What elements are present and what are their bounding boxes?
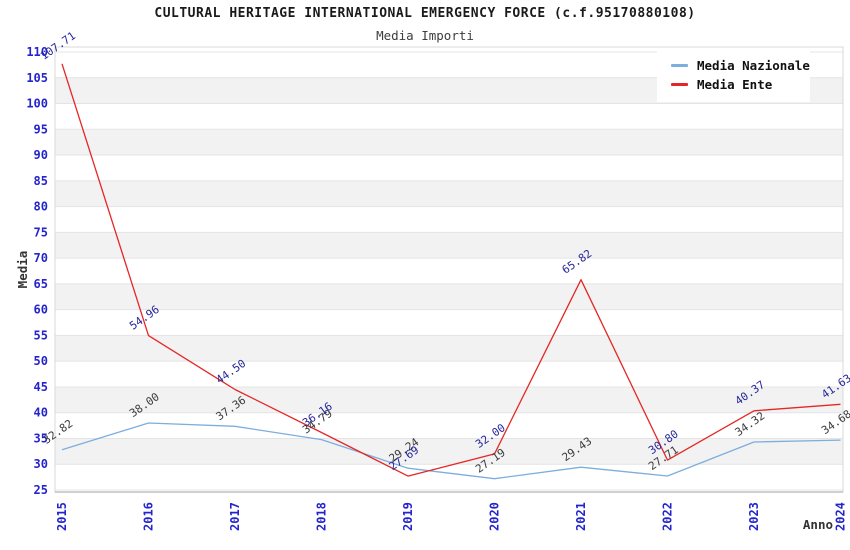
- y-tick-label: 60: [34, 303, 48, 317]
- y-tick-label: 95: [34, 122, 48, 136]
- legend-label-media-ente: Media Ente: [697, 77, 773, 92]
- plot-band: [55, 464, 843, 490]
- plot-band: [55, 103, 843, 130]
- x-tick-label: 2020: [488, 502, 502, 531]
- y-tick-label: 90: [34, 148, 48, 162]
- plot-band: [55, 232, 843, 259]
- y-tick-label: 30: [34, 457, 48, 471]
- y-tick-label: 55: [34, 328, 48, 342]
- plot-band: [55, 361, 843, 387]
- y-tick-label: 80: [34, 200, 48, 214]
- x-axis-title: Anno: [803, 517, 833, 532]
- plot-band: [55, 438, 843, 465]
- y-axis-title: Media: [15, 251, 30, 289]
- x-tick-label: 2019: [401, 502, 415, 531]
- x-tick-label: 2022: [661, 502, 675, 531]
- legend-item-media-nazionale: Media Nazionale: [671, 56, 810, 75]
- plot-band: [55, 412, 843, 439]
- plot-band: [55, 283, 843, 310]
- y-tick-label: 65: [34, 277, 48, 291]
- y-tick-label: 25: [34, 483, 48, 497]
- x-tick-label: 2024: [834, 502, 848, 531]
- y-tick-label: 105: [26, 71, 48, 85]
- plot-band: [55, 309, 843, 336]
- plot-band: [55, 258, 843, 284]
- plot-band: [55, 180, 843, 207]
- y-tick-label: 100: [26, 97, 48, 111]
- plot-band: [55, 335, 843, 362]
- series-line-media-nazionale: [61, 422, 841, 480]
- y-tick-label: 110: [26, 45, 48, 59]
- series-line-media-ente: [61, 63, 841, 477]
- y-tick-label: 85: [34, 174, 48, 188]
- x-tick-label: 2023: [747, 502, 761, 531]
- y-tick-label: 75: [34, 225, 48, 239]
- x-tick-label: 2021: [574, 502, 588, 531]
- y-tick-label: 70: [34, 251, 48, 265]
- x-tick-label: 2018: [315, 502, 329, 531]
- legend-label-media-nazionale: Media Nazionale: [697, 58, 810, 73]
- y-tick-label: 35: [34, 431, 48, 445]
- plot-band: [55, 155, 843, 181]
- x-tick-label: 2015: [55, 502, 69, 531]
- legend: Media Nazionale Media Ente: [657, 48, 810, 102]
- plot-band: [55, 386, 843, 413]
- legend-swatch-media-ente-icon: [671, 83, 688, 86]
- chart-title: CULTURAL HERITAGE INTERNATIONAL EMERGENC…: [154, 6, 696, 21]
- legend-item-media-ente: Media Ente: [671, 75, 810, 94]
- legend-swatch-media-nazionale-icon: [671, 64, 688, 67]
- x-tick-label: 2016: [142, 502, 156, 531]
- plot-band: [55, 129, 843, 156]
- chart-subtitle: Media Importi: [376, 28, 474, 43]
- x-tick-label: 2017: [228, 502, 242, 531]
- y-tick-label: 50: [34, 354, 48, 368]
- y-tick-label: 40: [34, 406, 48, 420]
- y-tick-label: 45: [34, 380, 48, 394]
- plot-band: [55, 206, 843, 233]
